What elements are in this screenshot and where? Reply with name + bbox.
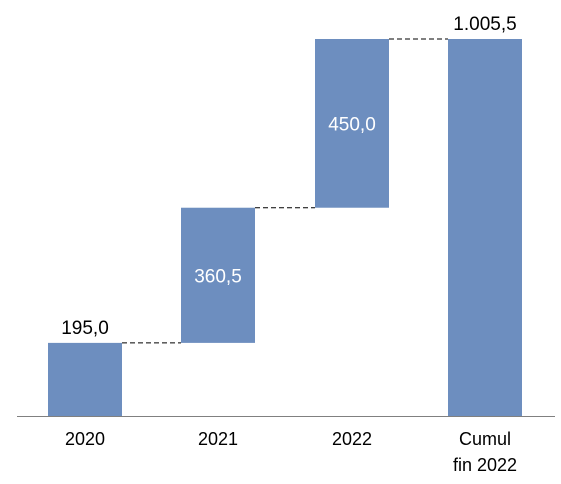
bar-2021 [181,207,255,343]
x-tick-label: 2021 [198,429,238,449]
plot-area: 195,0 360,5 450,0 1.005,5 2020 2021 2022 Cumul f… [17,14,555,475]
data-label: 450,0 [328,114,376,135]
x-tick-label: Cumul fin 2022 [453,429,517,475]
x-tick-label: 2020 [65,429,105,449]
bar-2022 [315,39,389,208]
bar-cumul-fin-2022 [448,39,522,416]
data-label: 195,0 [61,318,109,339]
bar-2020 [48,342,122,416]
x-tick-label: 2022 [332,429,372,449]
data-label: 1.005,5 [453,14,516,35]
data-label: 360,5 [194,266,242,287]
